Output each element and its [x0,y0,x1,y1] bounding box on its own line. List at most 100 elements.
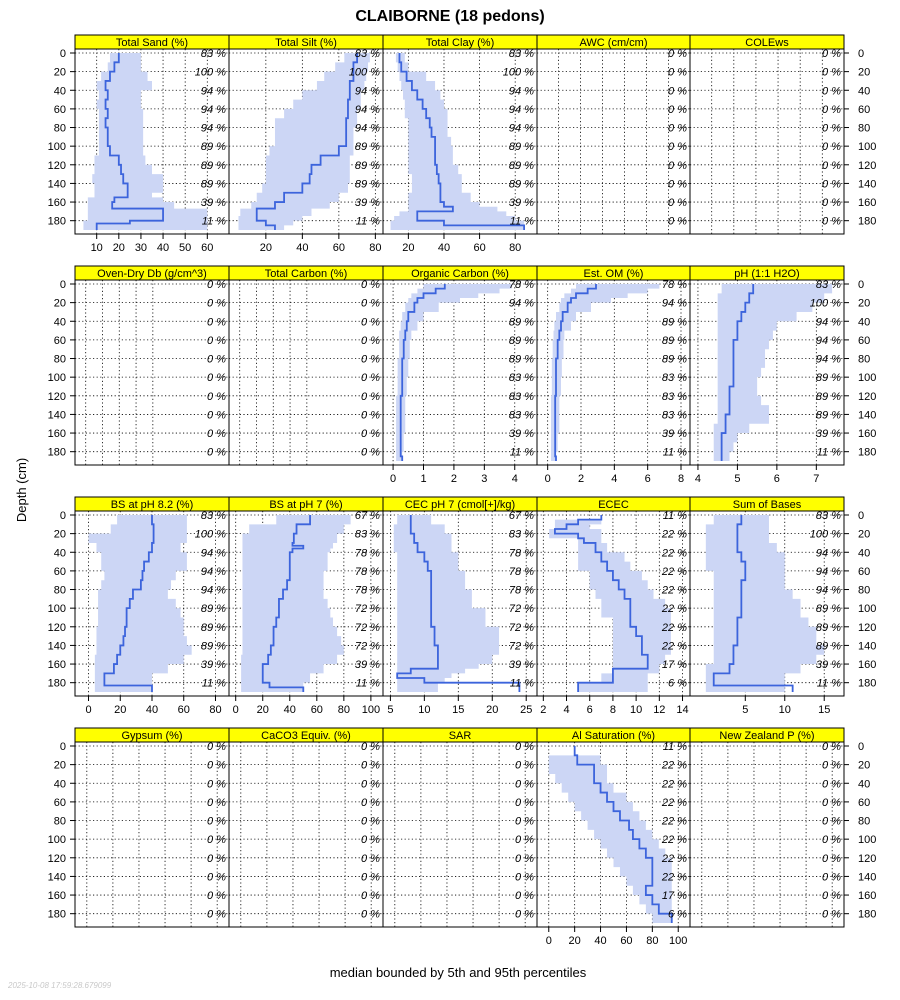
pct-label: 0 % [668,67,687,79]
pct-label: 94 % [201,85,226,97]
x-tick-label: 10 [91,242,103,254]
pct-label: 0 % [822,816,841,828]
y-tick-label-left: 40 [54,85,66,97]
pct-label: 78 % [355,585,380,597]
y-tick-label-right: 160 [858,659,876,671]
panel-frame [689,510,845,697]
panel: COLEws 0 % 0 % 0 % 0 % 0 % 0 % 0 % 0 % 0 % 0 % [689,34,845,235]
pct-label: 89 % [509,160,534,172]
pct-label: 0 % [207,834,226,846]
panel-title: ECEC [598,499,629,511]
panel: Total Silt (%) 83 % 100 % 94 % 94 % 94 % 89 % 8… [228,34,384,254]
pct-label: 6 % [668,678,687,690]
pct-label: 0 % [361,890,380,902]
pct-label: 0 % [822,890,841,902]
pct-label: 89 % [816,603,841,615]
y-tick-label-right: 140 [858,178,876,190]
median-line [399,284,446,461]
y-tick-label-right: 0 [858,48,864,60]
y-tick-label-left: 60 [54,566,66,578]
y-tick-label-left: 160 [48,197,66,209]
panel: AWC (cm/cm) 0 % 0 % 0 % 0 % 0 % 0 % 0 % 0 % 0 % 0 … [536,34,691,235]
x-axis-label: median bounded by 5th and 95th percentil… [330,965,587,980]
panel-title: Total Silt (%) [275,37,337,49]
x-tick-label: 50 [179,242,191,254]
x-tick-label: 20 [486,704,498,716]
pct-label: 94 % [201,547,226,559]
pct-label: 6 % [668,909,687,921]
y-tick-label-left: 180 [48,678,66,690]
pct-label: 100 % [810,298,841,310]
pct-label: 0 % [207,354,226,366]
y-tick-label-right: 120 [858,853,876,865]
pct-label: 78 % [509,566,534,578]
pct-label: 0 % [515,760,534,772]
y-tick-label-right: 100 [858,834,876,846]
y-tick-label-left: 0 [60,48,66,60]
y-tick-label-right: 100 [858,603,876,615]
pct-label: 94 % [816,585,841,597]
x-tick-label: 20 [114,704,126,716]
pct-label: 83 % [816,279,841,291]
pct-label: 89 % [816,622,841,634]
y-tick-label-left: 60 [54,335,66,347]
pct-label: 0 % [361,741,380,753]
percentile-band [551,284,660,461]
x-tick-label: 10 [779,704,791,716]
pct-label: 89 % [201,640,226,652]
y-tick-label-left: 20 [54,529,66,541]
y-tick-label-right: 80 [858,585,870,597]
pct-label: 83 % [662,372,687,384]
pct-label: 100 % [810,529,841,541]
x-tick-label: 5 [742,704,748,716]
pct-label: 39 % [509,659,534,671]
pct-label: 0 % [822,778,841,790]
pct-label: 22 % [661,603,687,615]
x-tick-label: 8 [610,704,616,716]
pct-label: 89 % [201,603,226,615]
y-tick-label-left: 60 [54,104,66,116]
pct-label: 22 % [661,622,687,634]
pct-label: 0 % [361,778,380,790]
y-tick-label-right: 80 [858,816,870,828]
panel-grid: Total Sand (%)83 %100 %94 %94 %94 %89 %8… [48,34,876,947]
percentile-band [393,515,500,692]
pct-label: 94 % [816,316,841,328]
x-tick-label: 2 [451,473,457,485]
pct-label: 0 % [668,48,687,60]
x-tick-label: 14 [676,704,688,716]
pct-label: 83 % [509,409,534,421]
y-tick-label-left: 160 [48,428,66,440]
y-tick-label-right: 60 [858,335,870,347]
x-tick-label: 60 [620,935,632,947]
pct-label: 0 % [668,216,687,228]
pct-label: 22 % [661,529,687,541]
median-line [712,515,794,692]
pct-label: 94 % [355,85,380,97]
pct-label: 0 % [361,428,380,440]
panel: pH (1:1 H2O) 83 % 100 % 94 % 94 % 94 % 89 % 89 … [689,265,845,485]
pct-label: 94 % [816,354,841,366]
pct-label: 0 % [515,741,534,753]
panel: BS at pH 8.2 (%) 83 % 100 % 94 % 94 % 94 % 89 … [74,496,230,716]
panel-frame [228,741,384,928]
percentile-band [713,284,833,461]
percentile-band [549,515,671,692]
pct-label: 89 % [355,160,380,172]
x-tick-label: 4 [611,473,617,485]
y-tick-label-right: 120 [858,160,876,172]
x-tick-label: 4 [563,704,569,716]
pct-label: 0 % [822,48,841,60]
pct-label: 94 % [509,298,534,310]
y-tick-label-left: 100 [48,141,66,153]
pct-label: 0 % [207,890,226,902]
x-tick-label: 40 [146,704,158,716]
x-tick-label: 0 [390,473,396,485]
y-tick-label-left: 0 [60,741,66,753]
panel-title: CaCO3 Equiv. (%) [261,730,351,742]
pct-label: 0 % [361,316,380,328]
y-tick-label-right: 60 [858,566,870,578]
median-line [554,284,597,461]
panel: BS at pH 7 (%) 67 % 83 % 78 % 78 % 78 % 72 % 72… [228,496,384,716]
x-tick-label: 10 [630,704,642,716]
